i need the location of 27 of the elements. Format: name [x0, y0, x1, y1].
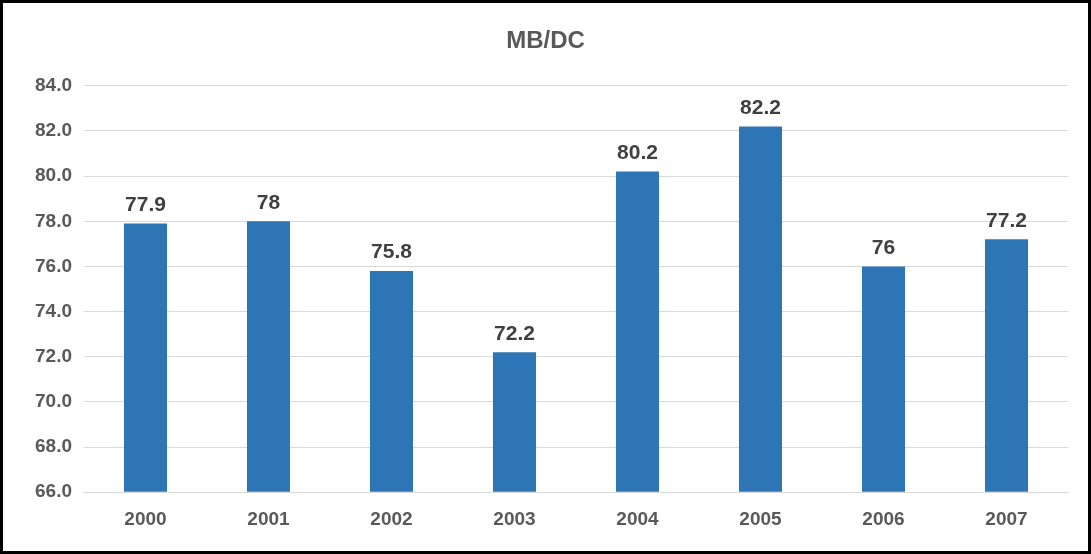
- data-label: 80.2: [617, 139, 658, 163]
- y-tick-label: 80.0: [35, 164, 72, 186]
- x-tick-label: 2006: [862, 507, 905, 529]
- y-tick-label: 66.0: [35, 480, 72, 502]
- y-tick-label: 76.0: [35, 254, 72, 276]
- data-label: 76: [871, 234, 896, 258]
- y-tick-label: 78.0: [35, 209, 72, 231]
- x-tick-label: 2003: [493, 507, 536, 529]
- y-tick-label: 70.0: [35, 390, 72, 412]
- y-tick-label: 74.0: [35, 299, 72, 321]
- data-label: 77.2: [986, 207, 1027, 231]
- y-tick-label: 72.0: [35, 344, 72, 366]
- x-tick-label: 2000: [124, 507, 167, 529]
- y-tick-label: 84.0: [35, 74, 72, 96]
- data-label: 78: [256, 189, 281, 213]
- x-tick-label: 2004: [616, 507, 660, 529]
- x-tick-label: 2001: [247, 507, 291, 529]
- data-label: 77.9: [125, 191, 166, 215]
- chart-title: MB/DC: [506, 26, 585, 54]
- data-label: 75.8: [371, 239, 413, 263]
- data-label: 82.2: [740, 94, 781, 118]
- y-tick-label: 82.0: [35, 119, 72, 141]
- x-tick-label: 2002: [370, 507, 413, 529]
- y-tick-label: 68.0: [35, 435, 72, 457]
- data-label: 72.2: [494, 320, 535, 344]
- x-tick-label: 2005: [739, 507, 783, 529]
- x-tick-label: 2007: [985, 507, 1028, 529]
